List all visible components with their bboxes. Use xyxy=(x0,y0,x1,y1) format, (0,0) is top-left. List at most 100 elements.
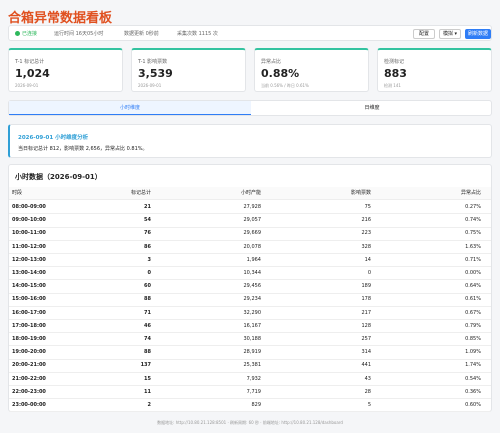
cell: 216 xyxy=(361,217,371,224)
cell: 1.63% xyxy=(465,243,481,250)
table-row: 08:00-09:00 21 27,928 75 0.27% xyxy=(9,201,491,215)
cell: 0.67% xyxy=(465,309,481,316)
cell: 1,964 xyxy=(246,256,261,263)
cell: 29,234 xyxy=(243,296,262,303)
table-row: 19:00-20:00 88 28,919 314 1.09% xyxy=(9,346,491,360)
card-value: 3,539 xyxy=(138,67,173,80)
cell: 0.00% xyxy=(465,270,481,276)
cell: 60 xyxy=(144,283,151,290)
table-row: 18:00-19:00 74 30,188 257 0.85% xyxy=(9,333,491,347)
refresh-button[interactable]: 刷新数据 xyxy=(465,29,491,39)
config-button[interactable]: 配置 xyxy=(413,29,435,39)
cell: 19:00-20:00 xyxy=(12,349,46,356)
cell: 21:00-22:00 xyxy=(12,375,46,382)
card-label: 异常占比 xyxy=(261,59,282,65)
cell: 0 xyxy=(147,270,151,276)
cell: 22:00-23:00 xyxy=(12,388,46,395)
summary-text: 当日标记总计 812，影响票数 2,656，异常占比 0.81%。 xyxy=(18,146,148,152)
cell: 3 xyxy=(147,256,151,263)
stat-card: T-1 影响票数 3,539 2026-09-01 xyxy=(131,48,246,92)
card-label: T-1 标记总计 xyxy=(15,59,45,65)
status: 已连接 xyxy=(22,31,38,37)
table-row: 17:00-18:00 46 16,167 128 0.79% xyxy=(9,320,491,334)
cell: 17:00-18:00 xyxy=(12,322,46,329)
cell: 76 xyxy=(144,230,151,237)
stat-card: T-1 标记总计 1,024 2026-09-01 xyxy=(8,48,123,92)
cell: 时段 xyxy=(12,190,23,196)
card-label: 检测标记 xyxy=(384,59,405,65)
tab[interactable]: 小时维度 xyxy=(9,101,251,115)
cell: 74 xyxy=(144,336,151,342)
cell: 71 xyxy=(144,309,151,316)
cell: 137 xyxy=(140,362,151,369)
cell: 0.75% xyxy=(465,230,481,237)
cell: 0.36% xyxy=(465,388,481,395)
table-header: 时段 标记总计 小时产能 影响票数 异常占比 xyxy=(9,187,491,201)
cell: 10,344 xyxy=(243,270,262,276)
table-row: 21:00-22:00 15 7,932 43 0.54% xyxy=(9,373,491,386)
cell: 08:00-09:00 xyxy=(12,204,46,210)
cell: 28,919 xyxy=(243,349,262,356)
status-bar: 已连接 运行时间 16天05小时 数据更新 0秒前 采集次数 1115 次 配置… xyxy=(8,25,492,41)
cell: 16:00-17:00 xyxy=(12,309,46,316)
cell: 7,932 xyxy=(246,375,261,382)
table-row: 12:00-13:00 3 1,964 14 0.71% xyxy=(9,254,491,268)
cell: 13:00-14:00 xyxy=(12,270,46,276)
cell: 15:00-16:00 xyxy=(12,296,46,303)
table-row: 16:00-17:00 71 32,290 217 0.67% xyxy=(9,307,491,320)
cell: 小时产能 xyxy=(240,190,261,196)
updated: 数据更新 0秒前 xyxy=(124,31,159,37)
cell: 0.74% xyxy=(465,217,481,224)
cell: 29,456 xyxy=(243,283,262,290)
cell: 88 xyxy=(144,349,151,356)
cell: 0.85% xyxy=(465,336,481,342)
card-sub: 检测 141 xyxy=(384,83,401,88)
cell: 0 xyxy=(367,270,371,276)
tabs: 小时维度 日维度 xyxy=(8,100,492,116)
cell: 189 xyxy=(361,283,371,290)
cell: 23:00-00:00 xyxy=(12,402,46,408)
cell: 14 xyxy=(364,256,371,263)
cell: 32,290 xyxy=(243,309,262,316)
cell: 15 xyxy=(144,375,151,382)
table-row: 14:00-15:00 60 29,456 189 0.64% xyxy=(9,280,491,294)
cell: 0.79% xyxy=(465,322,481,329)
title: 合箱异常数据看板 xyxy=(8,11,113,26)
cell: 0.54% xyxy=(465,375,481,382)
cell: 29,669 xyxy=(243,230,262,237)
cell: 86 xyxy=(144,243,151,250)
cell: 88 xyxy=(144,296,151,303)
table-row: 09:00-10:00 54 29,057 216 0.74% xyxy=(9,214,491,228)
cell: 30,188 xyxy=(243,336,262,342)
card-value: 0.88% xyxy=(261,67,300,80)
cell: 20,078 xyxy=(243,243,262,250)
cell: 09:00-10:00 xyxy=(12,217,46,224)
cell: 29,057 xyxy=(243,217,262,224)
tab[interactable]: 日维度 xyxy=(364,105,380,111)
cell: 75 xyxy=(364,204,371,210)
table-title: 小时数据（2026-09-01） xyxy=(15,173,102,181)
cell: 11:00-12:00 xyxy=(12,243,46,250)
cell: 11 xyxy=(144,388,151,395)
cell: 10:00-11:00 xyxy=(12,230,46,237)
cell: 1.09% xyxy=(465,349,481,356)
table-row: 13:00-14:00 0 10,344 0 0.00% xyxy=(9,267,491,281)
cell: 46 xyxy=(144,322,151,329)
cell: 异常占比 xyxy=(460,190,481,196)
card-sub: 2026-09-01 xyxy=(15,83,39,88)
cell: 54 xyxy=(144,217,151,224)
mode-button[interactable]: 模拟 ▾ xyxy=(439,29,461,39)
cell: 14:00-15:00 xyxy=(12,283,46,290)
cell: 257 xyxy=(361,336,371,342)
table-row: 23:00-00:00 2 829 5 0.60% xyxy=(9,399,491,413)
cell: 217 xyxy=(361,309,371,316)
cell: 16,167 xyxy=(243,322,262,329)
cell: 128 xyxy=(361,322,371,329)
cell: 223 xyxy=(361,230,371,237)
cell: 178 xyxy=(361,296,371,303)
count: 采集次数 1115 次 xyxy=(177,31,218,37)
card-sub: 当前 0.56% / 昨日 0.61% xyxy=(261,83,309,88)
cell: 441 xyxy=(361,362,371,369)
stat-card: 异常占比 0.88% 当前 0.56% / 昨日 0.61% xyxy=(254,48,369,92)
